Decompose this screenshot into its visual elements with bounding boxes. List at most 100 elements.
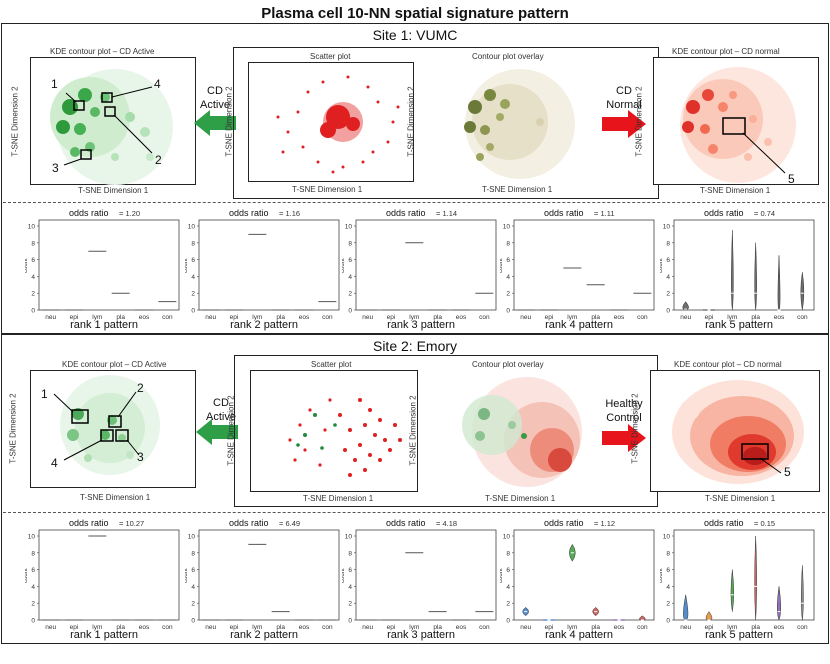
rank-label: rank 3 pattern [387, 629, 455, 641]
site-1-right-xlabel: T-SNE Dimension 1 [700, 186, 771, 195]
site-2-left-kde-plot [30, 370, 196, 488]
plot-frame [513, 219, 655, 311]
category-tick-label: con [479, 624, 490, 631]
site-2-left-ylabel: T-SNE Dimension 2 [8, 393, 18, 464]
site-2-callout-3: 3 [137, 450, 144, 464]
y-tick-label: 4 [191, 274, 195, 281]
category-tick-label: pla [116, 624, 125, 631]
category-tick-label: con [637, 314, 648, 321]
category-tick-label: eos [456, 624, 467, 631]
y-tick-label: 10 [28, 534, 36, 541]
violin-neu [683, 594, 689, 621]
y-tick-label: 0 [506, 308, 510, 315]
category-tick-label: neu [362, 314, 373, 321]
odds-ratio-value: = 10.27 [119, 519, 144, 528]
violin-epi [705, 611, 713, 621]
category-tick-label: neu [362, 624, 373, 631]
site-1-callout-1: 1 [51, 77, 58, 91]
rank-label: rank 1 pattern [70, 629, 138, 641]
violin-lym [730, 569, 734, 612]
y-tick-label: 6 [666, 567, 670, 574]
category-tick-label: con [797, 314, 808, 321]
site-2-scatter-title: Scatter plot [311, 360, 352, 369]
odds-ratio-label: odds ratio [704, 518, 744, 528]
category-tick-label: lym [727, 314, 737, 321]
violin-pla [754, 535, 757, 621]
y-tick-label: 2 [506, 291, 510, 298]
y-tick-label: 8 [348, 240, 352, 247]
y-tick-label: 0 [191, 618, 195, 625]
y-axis-label: count [342, 568, 346, 583]
category-tick-label: eos [774, 624, 785, 631]
y-tick-label: 0 [348, 308, 352, 315]
odds-ratio-value: = 0.74 [754, 209, 775, 218]
category-tick-label: epi [70, 624, 79, 631]
violin-lym [731, 230, 734, 311]
y-tick-label: 6 [506, 567, 510, 574]
rank-label: rank 3 pattern [387, 319, 455, 331]
category-tick-label: eos [456, 314, 467, 321]
y-tick-label: 4 [666, 584, 670, 591]
category-tick-label: lym [567, 314, 577, 321]
category-tick-label: lym [252, 314, 262, 321]
category-tick-label: epi [545, 624, 554, 631]
odds-ratio-value: = 4.18 [436, 519, 457, 528]
category-tick-label: lym [252, 624, 262, 631]
category-tick-label: con [637, 624, 648, 631]
y-tick-label: 0 [191, 308, 195, 315]
category-tick-label: con [479, 314, 490, 321]
pattern-chart-site1-rank2: odds ratio = 1.16 0 2 4 6 8 10 count neu epi lym pla… [185, 208, 340, 321]
y-tick-label: 10 [345, 224, 353, 231]
category-tick-label: neu [45, 624, 56, 631]
plot-frame [673, 219, 815, 311]
category-tick-label: eos [774, 314, 785, 321]
y-tick-label: 10 [188, 534, 196, 541]
category-tick-label: lym [92, 624, 102, 631]
y-axis-label: count [500, 258, 504, 273]
category-tick-label: lym [409, 314, 419, 321]
category-tick-label: pla [433, 624, 442, 631]
category-tick-label: neu [680, 314, 691, 321]
odds-ratio-value: = 1.11 [594, 209, 615, 218]
violin-neu [682, 301, 689, 311]
category-tick-label: eos [299, 624, 310, 631]
y-tick-label: 6 [348, 567, 352, 574]
category-tick-label: eos [139, 624, 150, 631]
y-tick-label: 4 [31, 584, 35, 591]
site-2-contour-overlay-plot [462, 377, 582, 487]
category-tick-label: eos [299, 314, 310, 321]
site-2-right-arrow-label-2: Control [606, 412, 642, 424]
site-1-left-kde-density [50, 69, 173, 185]
y-tick-label: 0 [348, 618, 352, 625]
odds-ratio-value: = 0.15 [754, 519, 775, 528]
violin-con [800, 272, 805, 311]
plot-frame [355, 529, 497, 621]
category-tick-label: pla [591, 314, 600, 321]
category-tick-label: neu [680, 624, 691, 631]
pattern-chart-site2-rank1: odds ratio = 10.27 0 2 4 6 8 10 count neu epi lym pl… [25, 518, 180, 631]
y-tick-label: 6 [191, 567, 195, 574]
site-2-left-panel-title: KDE contour plot – CD Active [62, 360, 167, 369]
category-tick-label: epi [387, 314, 396, 321]
y-tick-label: 6 [31, 257, 35, 264]
category-tick-label: pla [591, 624, 600, 631]
site-1-separator [3, 202, 825, 203]
pattern-chart-site2-rank2: odds ratio = 6.49 0 2 4 6 8 10 count neu epi lym pla… [185, 518, 340, 631]
odds-ratio-label: odds ratio [544, 208, 584, 218]
site-2-right-arrow-label-1: Healthy [605, 398, 643, 410]
y-tick-label: 4 [666, 274, 670, 281]
category-tick-label: epi [545, 314, 554, 321]
pattern-chart-site1-rank3: odds ratio = 1.14 0 2 4 6 8 10 count neu epi lym pla… [342, 208, 497, 321]
plot-frame [673, 529, 815, 621]
rank-label: rank 1 pattern [70, 319, 138, 331]
y-tick-label: 8 [666, 240, 670, 247]
site-1-overlay-xlabel: T-SNE Dimension 1 [482, 185, 553, 194]
site-1-left-arrow-label-1: CD [207, 85, 223, 97]
category-tick-label: pla [751, 624, 760, 631]
y-tick-label: 10 [503, 534, 511, 541]
y-tick-label: 2 [31, 601, 35, 608]
site-2-title: Site 2: Emory [372, 338, 458, 354]
y-tick-label: 8 [31, 550, 35, 557]
plot-frame [38, 529, 180, 621]
site-2-callout-5: 5 [784, 465, 791, 479]
